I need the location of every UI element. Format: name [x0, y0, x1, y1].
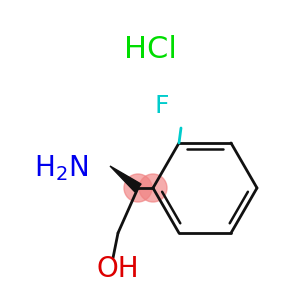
- Text: $\mathregular{H_2N}$: $\mathregular{H_2N}$: [34, 153, 88, 183]
- Circle shape: [139, 174, 167, 202]
- Polygon shape: [110, 166, 141, 192]
- Text: OH: OH: [97, 255, 139, 283]
- Text: HCl: HCl: [124, 35, 176, 64]
- Text: F: F: [155, 94, 169, 118]
- Circle shape: [124, 174, 152, 202]
